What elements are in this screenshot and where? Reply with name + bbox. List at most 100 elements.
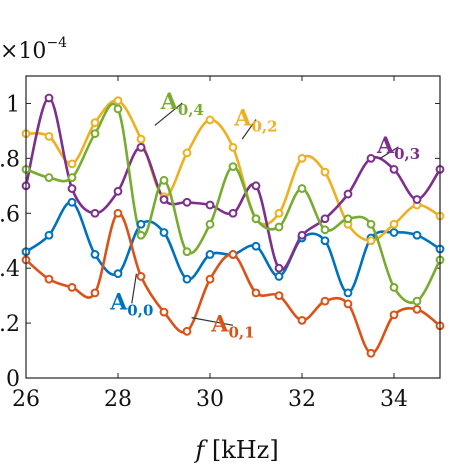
series-label-a04: A0,4 xyxy=(160,89,204,119)
data-point xyxy=(136,134,146,144)
series-labels: A0,0 A0,1 A0,2 A0,3 A0,4 xyxy=(109,89,420,341)
label-leader-line xyxy=(379,146,399,159)
data-point xyxy=(205,200,215,210)
data-point xyxy=(182,197,192,207)
y-tick-labels: 0 .2 .4 .6 .8 1 xyxy=(0,92,20,392)
label-leader-line xyxy=(191,317,234,326)
y-multiplier-base: ×10 xyxy=(0,39,46,64)
data-point xyxy=(366,236,376,246)
data-point xyxy=(67,173,77,182)
data-point xyxy=(389,164,399,174)
data-point xyxy=(389,283,399,292)
x-axis-unit: [kHz] xyxy=(212,436,279,464)
data-point xyxy=(274,208,284,218)
data-point xyxy=(136,272,146,281)
data-point xyxy=(67,159,77,169)
data-point xyxy=(297,153,307,163)
data-point xyxy=(90,118,100,128)
data-point xyxy=(113,104,123,114)
data-point xyxy=(320,214,330,224)
x-tick-label: 26 xyxy=(12,387,40,412)
series-label-a00: A0,0 xyxy=(109,289,153,319)
series-points xyxy=(21,93,445,358)
data-point xyxy=(205,219,215,229)
data-point xyxy=(251,241,261,251)
data-point xyxy=(320,236,330,246)
data-point xyxy=(67,184,77,193)
data-point xyxy=(205,250,215,259)
data-point xyxy=(412,296,422,306)
data-point xyxy=(90,208,100,218)
data-point xyxy=(297,315,307,325)
data-point xyxy=(44,230,54,240)
data-point xyxy=(412,304,422,314)
data-point xyxy=(251,214,261,224)
data-point xyxy=(113,208,123,218)
data-point xyxy=(343,288,353,298)
label-leader-line xyxy=(154,102,183,126)
series-label-a02: A0,2 xyxy=(233,105,277,135)
data-point xyxy=(320,296,330,306)
data-point xyxy=(389,228,399,237)
label-leader-line xyxy=(131,273,137,304)
x-tick-labels: 26 28 30 32 34 xyxy=(12,387,408,412)
data-point xyxy=(228,142,238,152)
data-point xyxy=(159,307,169,317)
data-point xyxy=(90,288,100,298)
data-point xyxy=(67,283,77,292)
x-tick-label: 32 xyxy=(288,387,316,412)
data-point xyxy=(136,219,146,229)
y-tick-label: 0 xyxy=(6,367,20,392)
y-tick-label: .6 xyxy=(0,202,20,227)
data-point xyxy=(343,214,353,224)
data-point xyxy=(44,132,54,141)
data-point xyxy=(159,175,169,185)
data-point xyxy=(343,299,353,309)
data-point xyxy=(136,230,146,240)
x-tick-label: 30 xyxy=(196,387,224,412)
series-label-a03: A0,3 xyxy=(376,133,420,163)
data-point xyxy=(320,167,330,177)
data-point xyxy=(44,93,54,103)
data-point xyxy=(228,162,238,172)
data-point xyxy=(205,115,215,125)
y-tick-label: .8 xyxy=(0,147,20,172)
data-point xyxy=(205,274,215,284)
data-point xyxy=(274,291,284,301)
data-point xyxy=(297,230,307,240)
plot-frame xyxy=(25,75,441,379)
data-point xyxy=(182,247,192,257)
y-tick-label: 1 xyxy=(6,92,20,117)
data-point xyxy=(251,181,261,191)
data-point xyxy=(113,186,123,196)
x-tick-label: 28 xyxy=(104,387,132,412)
data-point xyxy=(251,288,261,298)
data-point xyxy=(366,219,376,229)
data-point xyxy=(159,195,169,204)
x-tick-label: 34 xyxy=(380,387,408,412)
data-point xyxy=(366,348,376,358)
data-point xyxy=(113,269,123,279)
data-point xyxy=(274,263,284,273)
data-point xyxy=(136,142,146,152)
series-label-a01: A0,1 xyxy=(210,311,254,341)
data-point xyxy=(389,219,399,229)
data-point xyxy=(182,274,192,284)
data-point xyxy=(320,225,330,235)
data-point xyxy=(274,272,284,281)
data-point xyxy=(182,326,192,336)
y-multiplier-exponent: −4 xyxy=(46,35,67,51)
y-tick-label: .2 xyxy=(0,312,20,337)
data-point xyxy=(228,208,238,218)
data-point xyxy=(90,250,100,259)
data-point xyxy=(343,189,353,199)
y-multiplier-label: ×10−4 xyxy=(0,35,67,64)
data-point xyxy=(412,195,422,204)
data-point xyxy=(274,222,284,232)
data-point xyxy=(412,230,422,240)
data-point xyxy=(297,184,307,193)
data-point xyxy=(228,250,238,259)
data-point xyxy=(44,274,54,284)
y-tick-label: .4 xyxy=(0,257,20,282)
